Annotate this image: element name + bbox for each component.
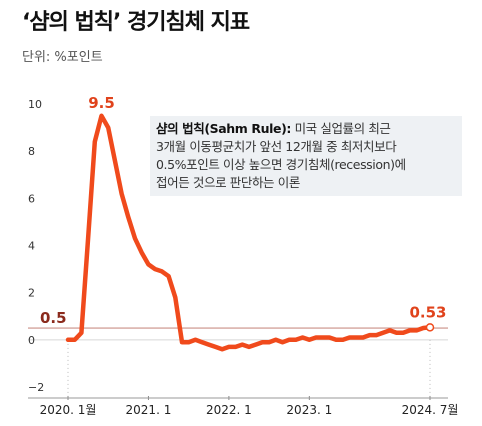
- unit-label: 단위: %포인트: [22, 50, 103, 65]
- y-tick-label: 6: [28, 192, 35, 205]
- y-tick-label: 10: [28, 98, 42, 111]
- annotation-separator: :: [286, 121, 291, 136]
- x-tick-label: 2021. 1: [126, 403, 172, 417]
- y-tick-label: 2: [28, 287, 35, 300]
- last-value-label: 0.53: [409, 303, 446, 321]
- annotation-text-1: 미국 실업률의 최근: [294, 121, 391, 136]
- x-tick-label: 2024. 7월: [402, 403, 459, 417]
- annotation-line-2: 3개월 이동평균치가 앞선 12개월 중 최저치보다: [156, 139, 397, 154]
- chart-title: ‘샴의 법칙’ 경기침체 지표: [22, 10, 250, 35]
- annotation-term: 샴의 법칙(Sahm Rule): [156, 121, 287, 136]
- x-tick-label: 2022. 1: [206, 403, 252, 417]
- y-tick-label: 0: [28, 334, 35, 347]
- annotation-line-3: 0.5%포인트 이상 높으면 경기침체(recession)에: [156, 157, 406, 172]
- x-tick-label: 2023. 1: [286, 403, 332, 417]
- x-tick-label: 2020. 1월: [40, 403, 97, 417]
- annotation-line-4: 접어든 것으로 판단하는 이론: [156, 175, 300, 190]
- annotation-line-1: 샴의 법칙(Sahm Rule): 미국 실업률의 최근: [156, 120, 456, 138]
- y-tick-label: 4: [28, 240, 35, 253]
- sahm-indicator-line: [65, 113, 433, 352]
- y-tick-label: −2: [28, 381, 44, 394]
- y-tick-label: 8: [28, 145, 35, 158]
- threshold-label: 0.5: [40, 309, 67, 327]
- annotation-box: 샴의 법칙(Sahm Rule): 미국 실업률의 최근 3개월 이동평균치가 …: [150, 116, 462, 196]
- peak-value-label: 9.5: [88, 94, 115, 112]
- last-point-marker: [425, 323, 435, 332]
